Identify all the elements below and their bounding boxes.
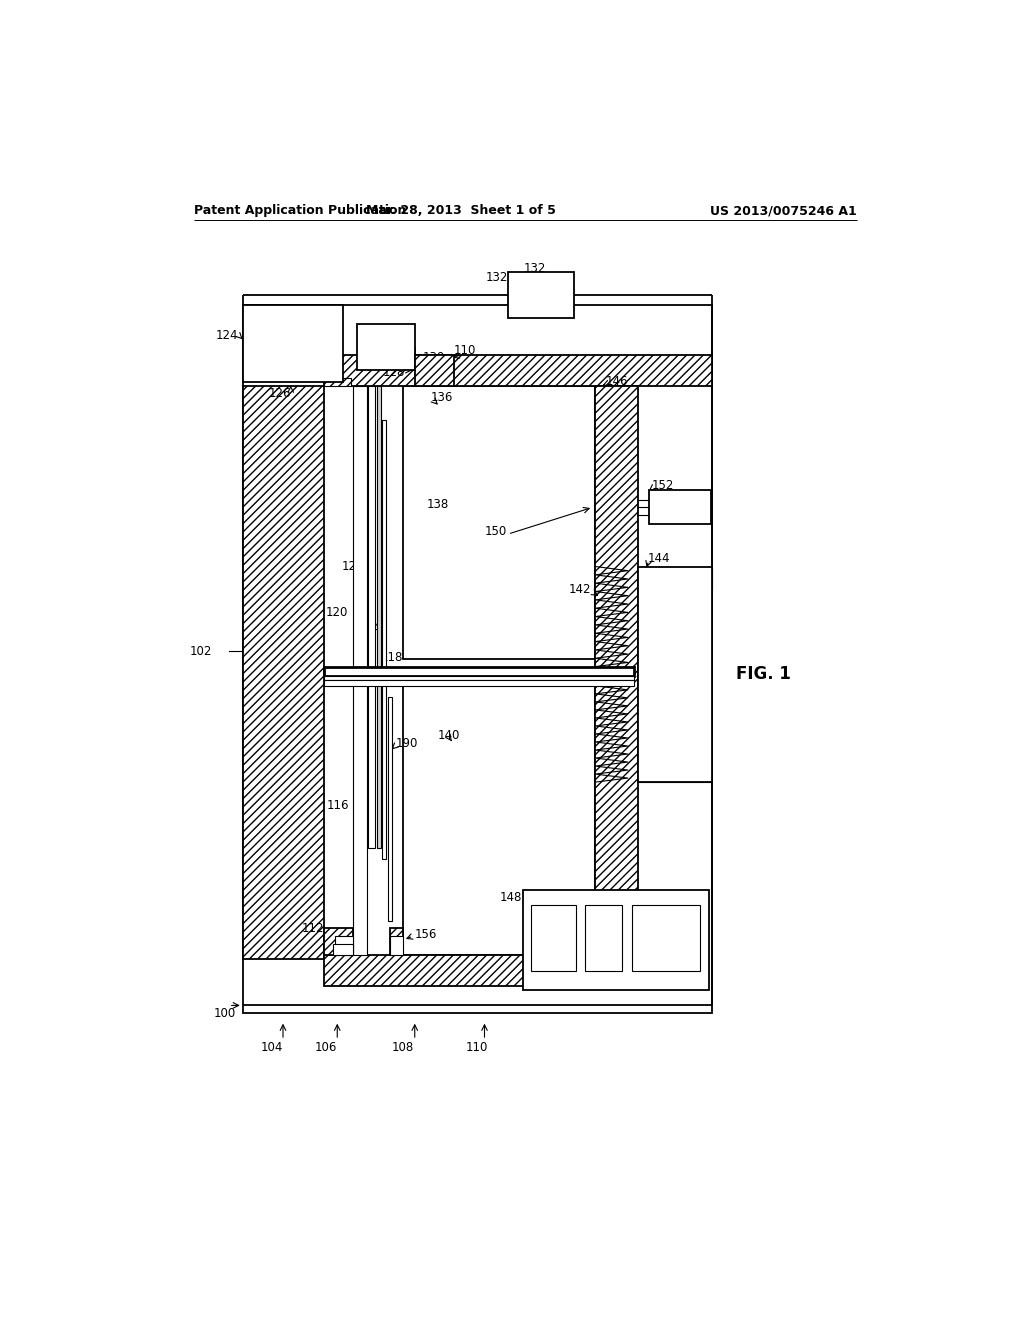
Text: 120: 120 <box>326 606 348 619</box>
Bar <box>415 355 454 385</box>
Text: 100: 100 <box>213 1007 236 1019</box>
Text: Mar. 28, 2013  Sheet 1 of 5: Mar. 28, 2013 Sheet 1 of 5 <box>367 205 556 218</box>
Text: 128: 128 <box>383 366 406 379</box>
Text: 142: 142 <box>569 583 592 597</box>
Bar <box>523 890 710 990</box>
Bar <box>324 928 352 956</box>
Text: 104: 104 <box>260 1041 283 1055</box>
Text: CIRCUITS: CIRCUITS <box>671 917 680 956</box>
Text: 102: 102 <box>189 644 212 657</box>
Text: 138: 138 <box>426 499 449 511</box>
Text: 156: 156 <box>415 928 437 941</box>
Bar <box>586 906 623 970</box>
Text: US 2013/0075246 A1: US 2013/0075246 A1 <box>710 205 856 218</box>
Text: 132: 132 <box>485 271 508 284</box>
Text: 144: 144 <box>647 552 670 565</box>
Bar <box>352 385 367 956</box>
Bar <box>390 936 403 956</box>
Bar <box>382 420 386 859</box>
Bar <box>335 936 352 956</box>
Text: 154: 154 <box>359 622 381 635</box>
Text: Patent Application Publication: Patent Application Publication <box>194 205 407 218</box>
Bar <box>243 305 712 1014</box>
Bar <box>324 681 634 686</box>
Text: 108: 108 <box>392 1041 415 1055</box>
Text: CPU: CPU <box>599 929 608 948</box>
Text: 140: 140 <box>438 730 461 742</box>
Text: 116: 116 <box>327 799 349 812</box>
Bar <box>531 906 575 970</box>
Text: 130: 130 <box>423 351 444 363</box>
Bar <box>334 944 352 956</box>
Text: 132: 132 <box>523 261 546 275</box>
Text: 110: 110 <box>466 1041 488 1055</box>
Bar <box>324 676 634 681</box>
Bar <box>324 355 712 385</box>
Text: 106: 106 <box>314 1041 337 1055</box>
Text: 136: 136 <box>430 391 453 404</box>
Bar <box>508 272 573 318</box>
Text: 162: 162 <box>638 890 660 903</box>
Text: FIG. 1: FIG. 1 <box>736 665 791 684</box>
Text: 190: 190 <box>395 737 418 750</box>
Text: 126: 126 <box>268 387 291 400</box>
Bar <box>638 566 712 781</box>
Text: 158: 158 <box>536 890 558 903</box>
Bar <box>403 385 595 659</box>
Bar <box>390 928 403 956</box>
Bar <box>324 667 634 676</box>
Text: 118: 118 <box>381 651 403 664</box>
Text: 124: 124 <box>215 329 238 342</box>
Text: 122: 122 <box>342 560 365 573</box>
Bar <box>356 323 415 370</box>
Bar <box>632 906 700 970</box>
Text: 160: 160 <box>590 890 612 903</box>
Text: SUPPORT: SUPPORT <box>662 924 671 964</box>
Bar <box>403 686 595 956</box>
Bar <box>649 490 711 524</box>
Bar <box>324 956 638 986</box>
Bar <box>324 378 351 385</box>
Text: 148: 148 <box>500 891 521 904</box>
Text: 150: 150 <box>484 525 507 539</box>
Bar <box>243 385 324 960</box>
Bar <box>595 385 638 956</box>
Text: 112: 112 <box>302 921 324 935</box>
Bar <box>369 385 375 847</box>
Bar <box>377 385 381 847</box>
Bar <box>388 697 391 921</box>
Bar <box>243 305 343 381</box>
Text: MEMORY: MEMORY <box>549 919 558 958</box>
Text: 146: 146 <box>605 375 628 388</box>
Text: 152: 152 <box>652 479 674 492</box>
Text: 110: 110 <box>454 345 476 358</box>
